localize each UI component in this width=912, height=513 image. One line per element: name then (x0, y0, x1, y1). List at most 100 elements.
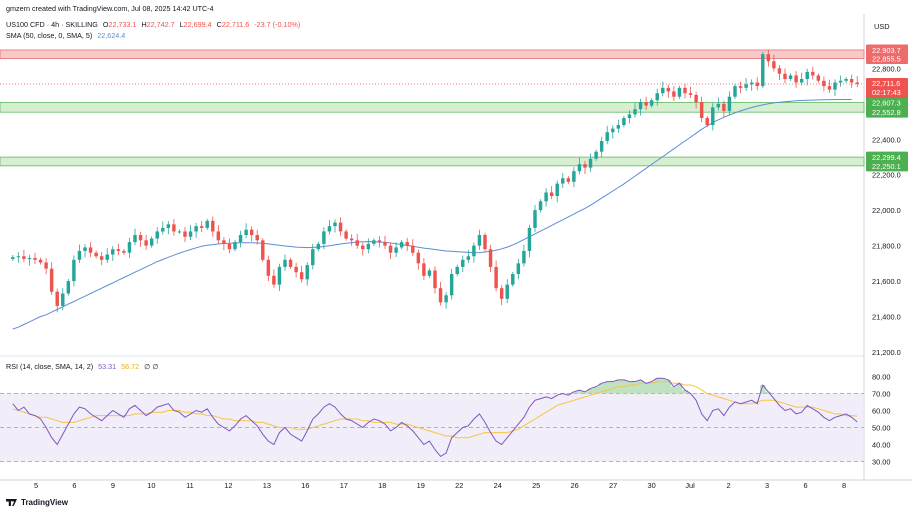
candle (822, 76, 826, 92)
candle-body (805, 71, 809, 79)
candle (77, 244, 82, 264)
candle (499, 284, 504, 306)
candle-body (216, 231, 221, 241)
candle-body (655, 93, 659, 101)
candle-body (322, 231, 326, 244)
candle (577, 157, 582, 175)
candle-body (566, 178, 571, 182)
time-tick-label: 24 (494, 481, 502, 490)
rsi-tick-label: 70.00 (872, 390, 891, 399)
candle-body (633, 109, 637, 115)
rsi-line (12, 377, 858, 458)
time-tick-label: 5 (34, 481, 38, 490)
candle (266, 255, 271, 282)
candle (238, 230, 243, 248)
candle (133, 228, 137, 246)
candle (261, 238, 265, 262)
candle (277, 263, 282, 292)
candle (583, 160, 587, 175)
candle (399, 239, 404, 250)
zone-support-2 (0, 156, 865, 167)
candle (661, 81, 665, 97)
candle-body (461, 259, 465, 267)
candle (511, 271, 515, 287)
candle-body (588, 158, 593, 168)
candle (155, 227, 159, 244)
sma-legend[interactable]: SMA (50, close, 0, SMA, 5) 22,624.4 (6, 31, 128, 41)
candle-body (272, 275, 276, 285)
rsi-ma-line (12, 381, 858, 439)
candle-body (661, 87, 665, 94)
candle-body (405, 242, 409, 246)
candle-body (88, 247, 93, 253)
candle-body (561, 178, 565, 184)
time-tick-label: 22 (455, 481, 463, 490)
candle-body (688, 93, 693, 95)
candle-body (16, 256, 21, 258)
candle (833, 79, 837, 97)
candle-body (333, 222, 337, 227)
candle (783, 68, 787, 84)
candle-body (666, 87, 671, 92)
candle-body (327, 226, 332, 232)
candle (405, 237, 409, 251)
candle-body (294, 266, 298, 273)
candle-body (699, 102, 704, 118)
candle (622, 115, 626, 128)
candle-body (577, 164, 582, 172)
candle-body (455, 266, 459, 274)
candle-body (733, 86, 737, 97)
candle-body (99, 256, 104, 260)
candle (711, 103, 715, 131)
candle (683, 83, 687, 99)
candle (677, 85, 682, 99)
candle-body (355, 240, 359, 246)
time-tick-label: 25 (532, 481, 540, 490)
candle-body (444, 295, 448, 303)
candle (533, 204, 537, 233)
candle (366, 238, 371, 254)
candle-body (783, 73, 787, 79)
candle (355, 233, 359, 249)
candle (572, 166, 576, 188)
candle-body (149, 238, 154, 246)
candle-body (749, 82, 754, 85)
candle (66, 278, 71, 296)
candle-body (299, 272, 304, 280)
candle-body (811, 71, 815, 76)
candle-body (738, 86, 743, 88)
candle-body (727, 96, 732, 111)
support-resistance-zones (0, 49, 865, 167)
candle (138, 231, 143, 247)
ohlc-open: O22,733.1 (102, 20, 137, 29)
candle-body (144, 240, 148, 246)
chart-credit: gmzern created with TradingView.com, Jul… (6, 4, 214, 13)
candle-body (694, 94, 698, 103)
candle (516, 259, 521, 280)
candle (61, 288, 65, 311)
candle-body (716, 103, 721, 108)
candle (566, 176, 571, 184)
candle (627, 110, 632, 124)
candle (122, 248, 126, 255)
candle-body (155, 231, 159, 239)
candle-body (516, 263, 521, 274)
candle (288, 257, 293, 270)
rsi-legend[interactable]: RSI (14, close, SMA, 14, 2) 53.31 56.72 … (6, 362, 162, 372)
ohlc-change: -23.7 (-0.10%) (254, 20, 301, 29)
candle-body (605, 132, 609, 142)
candle (699, 96, 704, 123)
candle-body (288, 259, 293, 267)
candle-body (799, 79, 804, 83)
candle-body (316, 243, 321, 250)
candle (44, 258, 48, 274)
candle (311, 243, 315, 270)
candle-body (794, 75, 798, 83)
candle (438, 281, 443, 306)
candle (327, 219, 332, 235)
candle (427, 268, 432, 278)
candle (649, 98, 654, 108)
tradingview-logo[interactable]: TradingView (6, 498, 68, 507)
candle-body (344, 231, 348, 239)
